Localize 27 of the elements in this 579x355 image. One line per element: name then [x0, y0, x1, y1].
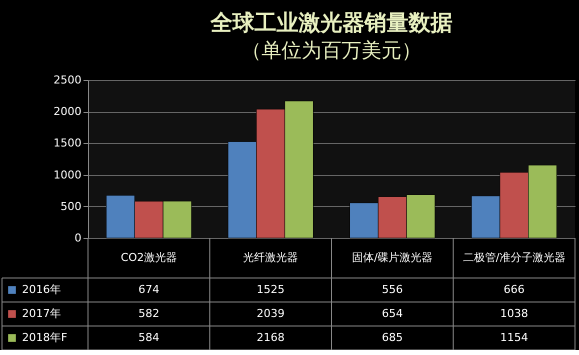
- y-tick-label: 0: [74, 232, 82, 244]
- x-tick-label: 固体/碟片激光器: [352, 251, 433, 264]
- chart-title: 全球工业激光器销量数据: [210, 11, 452, 36]
- data-label: 666: [504, 283, 525, 296]
- data-label: 2168: [256, 331, 285, 344]
- chart-subtitle: （单位为百万美元）: [242, 38, 422, 62]
- data-label: 674: [138, 283, 160, 296]
- data-label: 582: [138, 307, 160, 320]
- data-label: 1038: [500, 307, 528, 320]
- data-label: 556: [382, 283, 403, 296]
- data-label: 1154: [500, 331, 528, 344]
- y-tick-label: 1500: [54, 136, 82, 150]
- x-tick-label: 二极管/准分子激光器: [462, 251, 566, 264]
- y-tick-label: 1000: [54, 168, 82, 182]
- legend-label: 2017年: [22, 307, 61, 320]
- legend-label: 2018年F: [22, 331, 68, 344]
- data-label: 654: [382, 307, 403, 320]
- x-tick-label: CO2激光器: [120, 251, 178, 264]
- data-label: 2039: [256, 307, 285, 320]
- legend-label: 2016年: [22, 283, 61, 296]
- y-tick-label: 500: [60, 200, 82, 213]
- data-label: 1525: [256, 283, 285, 296]
- data-label: 584: [138, 331, 160, 344]
- y-tick-label: 2500: [54, 74, 82, 86]
- y-tick-label: 2000: [54, 105, 82, 118]
- data-label: 685: [382, 331, 403, 344]
- x-tick-label: 光纤激光器: [243, 251, 298, 264]
